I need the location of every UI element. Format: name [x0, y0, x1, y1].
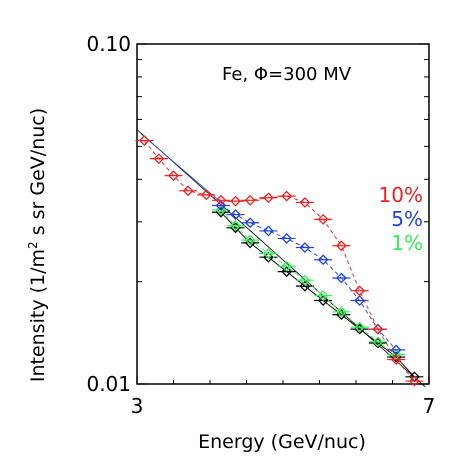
plot-frame: [136, 43, 430, 385]
data-point: [262, 225, 274, 237]
legend-entry: 1%: [391, 231, 423, 255]
data-point: [299, 280, 311, 292]
data-point: [281, 260, 293, 272]
ticks-layer: 3 7 0.01 0.10: [86, 32, 435, 418]
data-point: [317, 295, 329, 306]
data-point: [372, 336, 384, 348]
data-point: [215, 204, 227, 216]
data-point: [230, 220, 241, 232]
legend-entry: 10%: [379, 183, 423, 207]
data-point: [262, 248, 274, 259]
data-point: [138, 135, 150, 146]
data-point: [299, 197, 311, 208]
legend-entry: 5%: [391, 207, 423, 231]
chart-annotation: Fe, Φ=300 MV: [222, 64, 352, 85]
data-point: [244, 234, 256, 246]
x-axis-label: Energy (GeV/nuc): [198, 431, 366, 453]
data-point: [299, 274, 311, 286]
data-point: [281, 266, 293, 278]
data-point: [354, 295, 366, 306]
y-axis-label-sup: 2: [26, 241, 40, 249]
data-point: [317, 213, 329, 225]
data-point: [215, 194, 227, 206]
data-point: [354, 321, 366, 333]
data-point: [317, 254, 329, 266]
plot-border: [136, 43, 430, 385]
series-line: [220, 211, 415, 378]
data-point: [317, 290, 329, 301]
reference-line-black: [136, 129, 426, 388]
y-axis-label: Intensity (1/m2 s sr GeV/nuc): [26, 108, 49, 382]
series-layer: [135, 135, 424, 387]
reference-line-blue: [140, 133, 225, 206]
data-point: [281, 233, 293, 244]
legend: 10%5%1%: [379, 183, 423, 255]
data-point: [335, 272, 347, 284]
data-point: [299, 242, 311, 253]
data-point: [335, 306, 347, 318]
x-tick-label: 7: [423, 394, 436, 418]
x-tick-label: 3: [131, 394, 144, 418]
data-point: [372, 323, 384, 335]
y-axis-label-suffix: s sr GeV/nuc): [27, 108, 49, 241]
data-point: [168, 170, 179, 182]
data-point: [244, 217, 256, 229]
y-tick-label: 0.10: [86, 32, 131, 56]
data-point: [230, 209, 241, 220]
data-point: [215, 200, 227, 211]
y-tick-label: 0.01: [86, 372, 131, 396]
data-point: [182, 185, 194, 197]
data-point: [244, 194, 256, 206]
y-axis-label-prefix: Intensity (1/m: [27, 249, 49, 382]
series-1%: [211, 204, 406, 361]
reference-lines: [136, 129, 426, 388]
data-point: [153, 153, 165, 165]
series-line: [220, 205, 397, 351]
series-10%: [135, 135, 424, 387]
data-point: [262, 192, 274, 204]
data-point: [230, 195, 241, 207]
data-point: [200, 189, 212, 201]
data-point: [390, 354, 402, 365]
data-point: [281, 190, 293, 202]
data-point: [335, 240, 347, 252]
data-point: [354, 285, 366, 297]
data-point: [408, 375, 420, 387]
series-line: [220, 209, 397, 356]
